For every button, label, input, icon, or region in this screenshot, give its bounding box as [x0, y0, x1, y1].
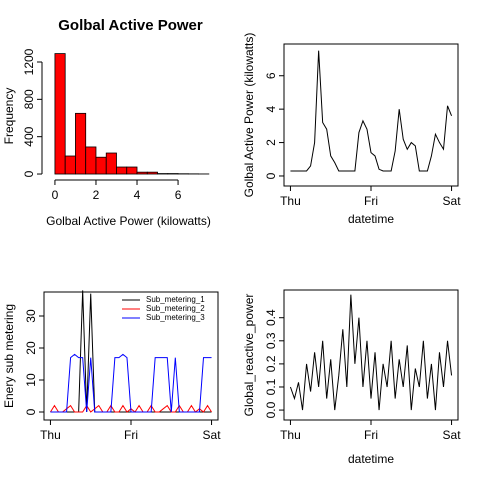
x-axis-label: datetime	[348, 452, 394, 466]
histogram-bar	[136, 171, 148, 175]
y-tick-label: 20	[24, 341, 38, 355]
legend-label: Sub_metering_3	[146, 313, 205, 322]
legend-label: Sub_metering_2	[146, 304, 205, 313]
histogram-bar	[146, 171, 158, 175]
plot-box	[283, 289, 459, 421]
x-tick-label: Thu	[40, 428, 61, 442]
y-axis-label: Enery sub metering	[2, 304, 16, 408]
y-axis-label: Golbal Active Power (kilowatts)	[242, 33, 256, 198]
y-tick-label: 0	[24, 408, 38, 415]
histogram-bar	[54, 53, 66, 175]
y-tick-label: 4	[264, 105, 278, 112]
histogram-bar	[64, 155, 76, 175]
y-tick-label: 1200	[22, 48, 36, 75]
histogram-bar	[126, 166, 138, 175]
histogram-bar	[95, 156, 107, 175]
y-tick-label: 0.3	[264, 332, 278, 349]
y-tick-label: 6	[264, 72, 278, 79]
y-tick-label: 30	[24, 309, 38, 323]
y-tick-label: 800	[22, 89, 36, 109]
x-tick-label: Sat	[443, 194, 462, 208]
x-tick-label: Sat	[203, 428, 222, 442]
x-tick-label: Fri	[364, 194, 378, 208]
histogram-bar	[75, 112, 87, 175]
histogram-bar	[85, 146, 97, 175]
y-tick-label: 0.2	[264, 355, 278, 372]
y-tick-label: 0	[264, 172, 278, 179]
y-axis-label: Frequency	[2, 88, 16, 145]
y-tick-label: 0.4	[264, 309, 278, 326]
y-tick-label: 0.1	[264, 378, 278, 395]
legend-label: Sub_metering_1	[146, 295, 205, 304]
histogram-bar	[116, 166, 128, 175]
x-tick-label: Thu	[280, 428, 301, 442]
histogram-bar	[105, 152, 117, 175]
y-tick-label: 0	[22, 170, 36, 177]
x-tick-label: Fri	[364, 428, 378, 442]
x-tick-label: 6	[175, 188, 182, 202]
x-tick-label: Thu	[280, 194, 301, 208]
y-axis-label: Global_reactive_power	[242, 294, 256, 417]
y-tick-label: 2	[264, 139, 278, 146]
y-tick-label: 400	[22, 126, 36, 146]
y-tick-label: 0.0	[264, 401, 278, 418]
x-tick-label: 4	[134, 188, 141, 202]
x-tick-label: Fri	[124, 428, 138, 442]
x-axis-label: datetime	[348, 212, 394, 226]
x-tick-label: Sat	[443, 428, 462, 442]
x-tick-label: 2	[93, 188, 100, 202]
data-line	[290, 50, 453, 172]
y-tick-label: 10	[24, 373, 38, 387]
data-line	[50, 353, 212, 413]
plot-box	[283, 43, 459, 187]
x-tick-label: 0	[52, 188, 59, 202]
data-line	[289, 294, 453, 411]
x-axis-label: Golbal Active Power (kilowatts)	[46, 214, 211, 228]
chart-title: Golbal Active Power	[58, 17, 203, 34]
